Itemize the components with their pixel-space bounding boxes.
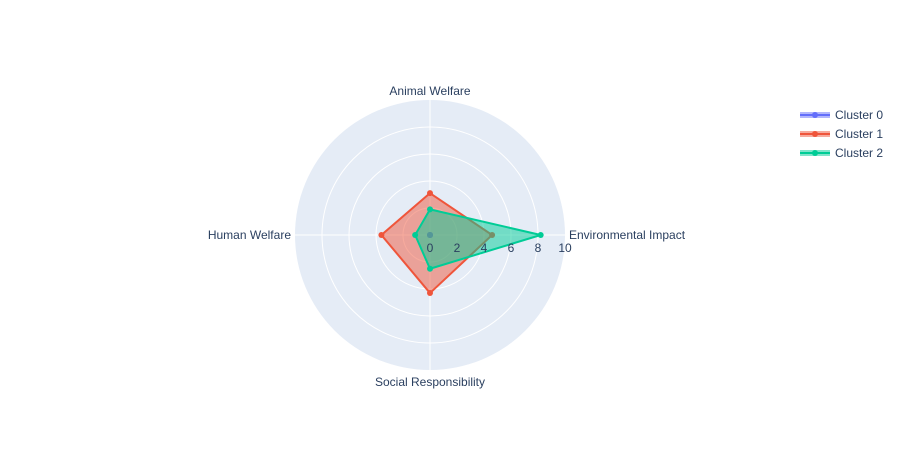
legend-marker bbox=[812, 150, 818, 156]
radial-tick-label: 8 bbox=[535, 241, 542, 255]
radial-tick-label: 0 bbox=[427, 241, 434, 255]
series-2 bbox=[412, 206, 544, 272]
axis-label: Animal Welfare bbox=[389, 84, 470, 98]
radial-tick-label: 2 bbox=[454, 241, 461, 255]
radial-tick-label: 10 bbox=[558, 241, 572, 255]
legend-label: Cluster 1 bbox=[835, 127, 883, 141]
legend-label: Cluster 0 bbox=[835, 108, 883, 122]
legend[interactable]: Cluster 0 Cluster 1 Cluster 2 bbox=[800, 108, 883, 160]
data-point bbox=[412, 232, 419, 238]
axis-label: Social Responsibility bbox=[375, 375, 485, 389]
axis-label: Environmental Impact bbox=[569, 228, 686, 242]
legend-marker bbox=[812, 112, 818, 118]
radial-ticks: 0 2 4 6 8 10 bbox=[427, 241, 572, 255]
data-point bbox=[427, 265, 433, 272]
radial-tick-label: 4 bbox=[481, 241, 488, 255]
legend-marker bbox=[812, 131, 818, 137]
legend-item[interactable]: Cluster 2 bbox=[800, 146, 883, 160]
data-point bbox=[427, 290, 433, 297]
axis-label: Human Welfare bbox=[208, 228, 291, 242]
axis-labels: Environmental Impact Animal Welfare Human … bbox=[208, 84, 686, 389]
data-point bbox=[378, 232, 385, 238]
legend-label: Cluster 2 bbox=[835, 146, 883, 160]
data-point bbox=[427, 190, 433, 197]
series-group bbox=[378, 190, 544, 297]
legend-item[interactable]: Cluster 1 bbox=[800, 127, 883, 141]
radial-tick-label: 6 bbox=[508, 241, 515, 255]
data-point bbox=[537, 232, 544, 238]
data-point bbox=[427, 206, 433, 213]
legend-item[interactable]: Cluster 0 bbox=[800, 108, 883, 122]
